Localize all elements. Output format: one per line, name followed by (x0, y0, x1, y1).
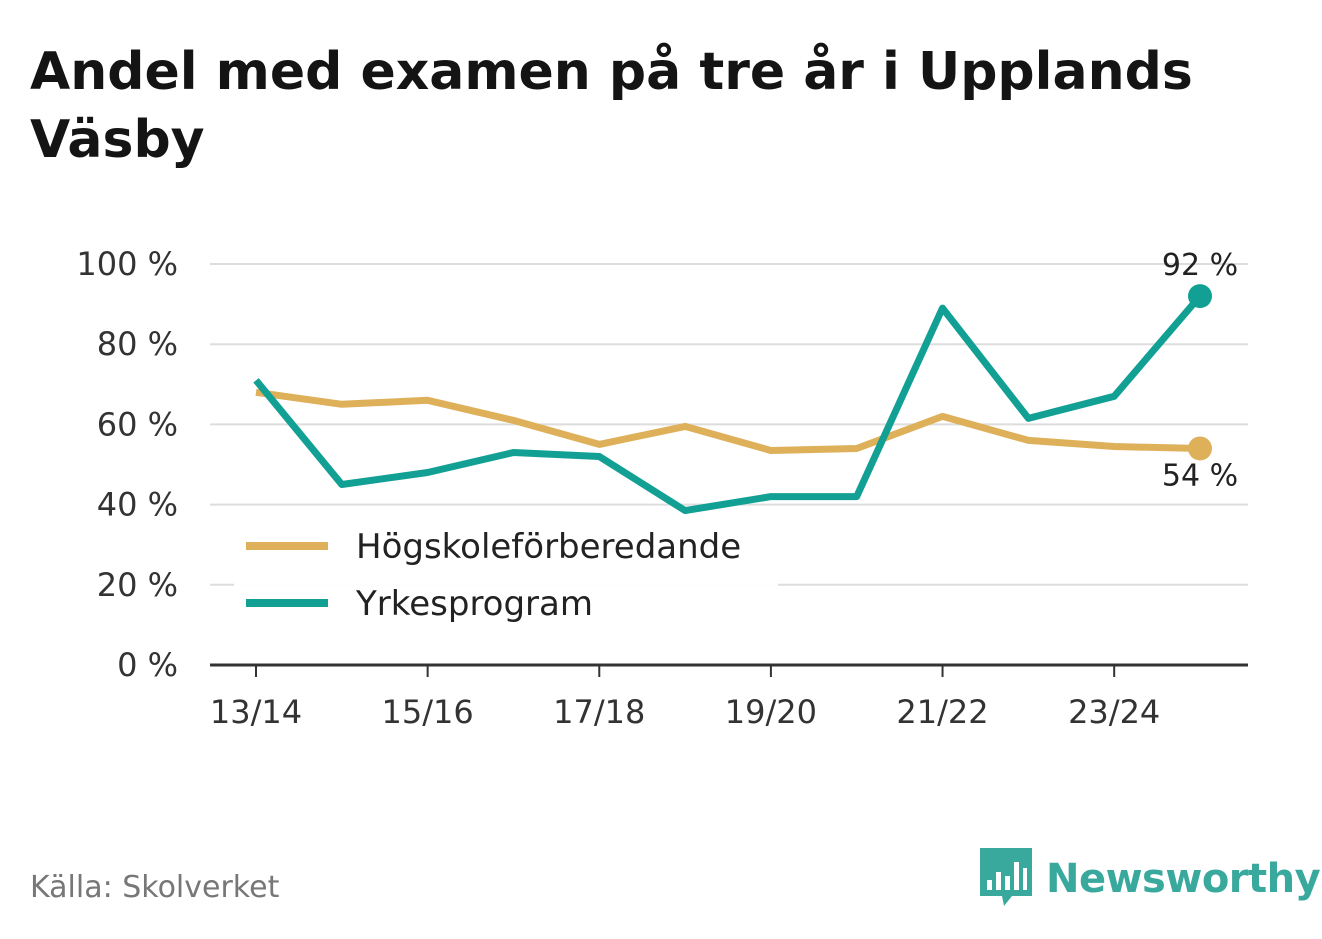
x-tick-label: 15/16 (382, 693, 474, 731)
x-axis: 13/14 15/16 17/18 19/20 21/22 23/24 (210, 663, 1248, 731)
newsworthy-logo: Newsworthy (980, 848, 1321, 910)
x-tick-label: 17/18 (553, 693, 645, 731)
end-markers: 54 % 92 % (1162, 248, 1238, 493)
legend-label-0: Högskoleförberedande (356, 527, 741, 567)
legend-background (234, 518, 778, 586)
x-tick-label: 13/14 (210, 693, 302, 731)
end-label-1: 92 % (1162, 248, 1238, 283)
brand-name: Newsworthy (1046, 856, 1321, 902)
legend-label-1: Yrkesprogram (355, 584, 593, 624)
bar-chart-icon (980, 848, 1032, 906)
y-tick-label: 60 % (97, 405, 178, 443)
y-tick-label: 100 % (76, 245, 178, 283)
x-tick-label: 21/22 (896, 693, 988, 731)
end-marker-1 (1188, 284, 1212, 309)
end-marker-0 (1188, 436, 1212, 461)
legend: Högskoleförberedande Yrkesprogram (234, 518, 778, 624)
y-tick-label: 20 % (97, 566, 178, 604)
y-axis-ticks: 0 % 20 % 40 % 60 % 80 % 100 % (76, 245, 178, 684)
series-lines (253, 293, 1203, 515)
series-line-1 (253, 293, 1203, 515)
y-tick-label: 40 % (97, 486, 178, 524)
source-note: Källa: Skolverket (30, 870, 280, 905)
series-line-0 (255, 388, 1201, 454)
y-tick-label: 0 % (117, 646, 178, 684)
end-label-0: 54 % (1162, 458, 1238, 493)
x-tick-label: 23/24 (1068, 693, 1160, 731)
y-tick-label: 80 % (97, 325, 178, 363)
chart-title: Andel med examen på tre år i Upplands Vä… (30, 42, 1193, 170)
x-tick-label: 19/20 (725, 693, 817, 731)
